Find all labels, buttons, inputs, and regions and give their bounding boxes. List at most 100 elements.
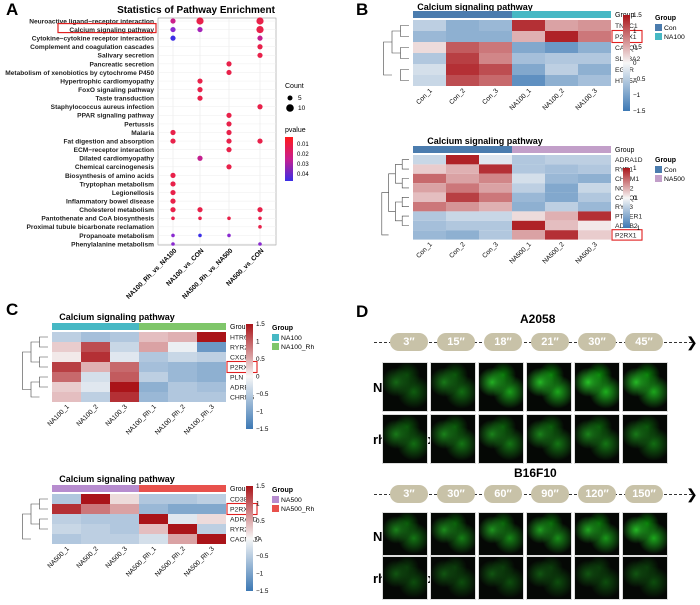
time-pill: 30″ [437, 485, 475, 503]
group-bar-cell [479, 146, 512, 153]
a-pathway-label: Metabolism of xenobiotics by cytochrome … [5, 70, 154, 77]
a-dot [257, 138, 263, 144]
dendrogram-branch [39, 336, 48, 348]
heatmap-cell [446, 155, 479, 165]
heatmap-row-label: RYR2 [230, 527, 248, 534]
heatmap-cell [479, 155, 512, 165]
heatmap-title: Calcium signaling pathway [59, 312, 175, 322]
a-dot [256, 17, 264, 25]
heatmap-cell [446, 31, 479, 42]
micrograph-tile [574, 362, 620, 412]
a-pathway-label: ECM−receptor interaction [74, 147, 154, 154]
a-pathway-label: Pertussis [124, 121, 154, 128]
a-pathway-label: Pantothenate and CoA biosynthesis [41, 216, 154, 223]
heatmap-cell [197, 504, 226, 514]
heatmap-cell [446, 20, 479, 31]
a-pathway-label: Cholesterol metabolism [79, 207, 154, 214]
a-pathway-label: Malaria [131, 130, 154, 137]
group-legend-swatch [655, 33, 662, 40]
a-dot [226, 61, 232, 67]
heatmap-cell [446, 64, 479, 75]
heatmap-cell [52, 524, 81, 534]
heatmap-cell [578, 192, 611, 202]
a-dot [258, 225, 262, 229]
heatmap-row-label: CXCR4 [230, 355, 253, 362]
a-pathway-label: Fat digestion and absorption [64, 138, 154, 145]
heatmap-cell [168, 362, 197, 372]
heatmap-scale-tick: 1 [256, 339, 260, 346]
heatmap-cell [81, 494, 110, 504]
heatmap-row-label: ADRA1D [615, 157, 643, 164]
heatmap-scale-tick: −0.5 [633, 76, 646, 83]
a-pathway-label: Chemical carcinogenesis [75, 164, 154, 171]
group-bar-label: Group [615, 147, 635, 154]
heatmap-cell [168, 342, 197, 352]
heatmap-cell [413, 183, 446, 193]
panel-c-heatmap-top: Calcium signaling pathway Group HTR6 RYR2 CX… [22, 312, 314, 436]
group-bar-cell [578, 146, 611, 153]
micrograph-tile [478, 556, 524, 600]
a-pathway-label: PPAR signaling pathway [77, 113, 154, 120]
group-legend-label: NA100_Rh [281, 344, 314, 351]
heatmap-cell [197, 342, 226, 352]
group-legend-title: Group [272, 487, 293, 494]
heatmap-cell [197, 362, 226, 372]
a-dot [226, 147, 232, 153]
micrograph-tile [526, 362, 572, 412]
micrograph-tile [526, 414, 572, 464]
group-bar-cell [81, 485, 110, 492]
heatmap-cell [110, 342, 139, 352]
dendrogram-branch [401, 159, 409, 170]
group-legend-swatch [655, 24, 662, 31]
heatmap-row-label: RYR2 [230, 345, 248, 352]
panel-letter-d: D [356, 302, 369, 321]
a-dot [171, 242, 175, 246]
group-legend-title: Group [655, 15, 676, 22]
heatmap-scale-tick: 1.5 [256, 483, 265, 490]
heatmap-cell [52, 332, 81, 342]
group-legend-label: NA500 [281, 497, 302, 504]
heatmap-cell [545, 192, 578, 202]
group-bar-cell [139, 323, 168, 330]
group-legend-title: Group [272, 325, 293, 332]
heatmap-cell [578, 31, 611, 42]
heatmap-cell [110, 534, 139, 544]
panel-a-dotplot: Statistics of Pathway Enrichment Neuroact… [5, 5, 309, 300]
heatmap-cell [578, 202, 611, 212]
heatmap-cell [578, 64, 611, 75]
heatmap-cell [110, 332, 139, 342]
dendrogram-branch [381, 192, 389, 236]
a-pathway-label: Neuroactive ligand−receptor interaction [29, 18, 154, 25]
group-bar-cell [52, 485, 81, 492]
heatmap-cell [545, 202, 578, 212]
a-dot [257, 52, 263, 58]
a-pathway-label: Dilated cardiomyopathy [79, 156, 154, 163]
heatmap-scale-tick: −1 [256, 571, 264, 578]
micrograph-tile [430, 414, 476, 464]
heatmap-scale-bar [623, 168, 630, 228]
heatmap-cell [110, 504, 139, 514]
heatmap-cell [168, 504, 197, 514]
a-count-title: Count [285, 83, 304, 90]
heatmap-cell [81, 382, 110, 392]
a-dot [226, 121, 232, 127]
heatmap-col-label: NA100_Rh_3 [183, 403, 216, 436]
heatmap-cell [479, 220, 512, 231]
time-pill: 90″ [531, 485, 569, 503]
heatmap-cell [413, 155, 446, 165]
dendrogram-branch [22, 351, 31, 390]
heatmap-scale-tick: 1 [633, 165, 637, 172]
heatmap-scale-tick: 0 [256, 536, 260, 543]
a-dot [226, 112, 232, 118]
micrograph-tile [382, 512, 428, 556]
heatmap-cell [168, 514, 197, 524]
heatmap-cell [479, 53, 512, 64]
heatmap-cell [197, 332, 226, 342]
dendrogram-branch [401, 178, 409, 189]
micrograph-tile [430, 362, 476, 412]
heatmap-cell [81, 392, 110, 402]
heatmap-cell [81, 524, 110, 534]
heatmap-row-label: HTR6 [230, 335, 248, 342]
heatmap-cell [446, 230, 479, 240]
heatmap-scale-tick: −0.5 [256, 391, 269, 398]
